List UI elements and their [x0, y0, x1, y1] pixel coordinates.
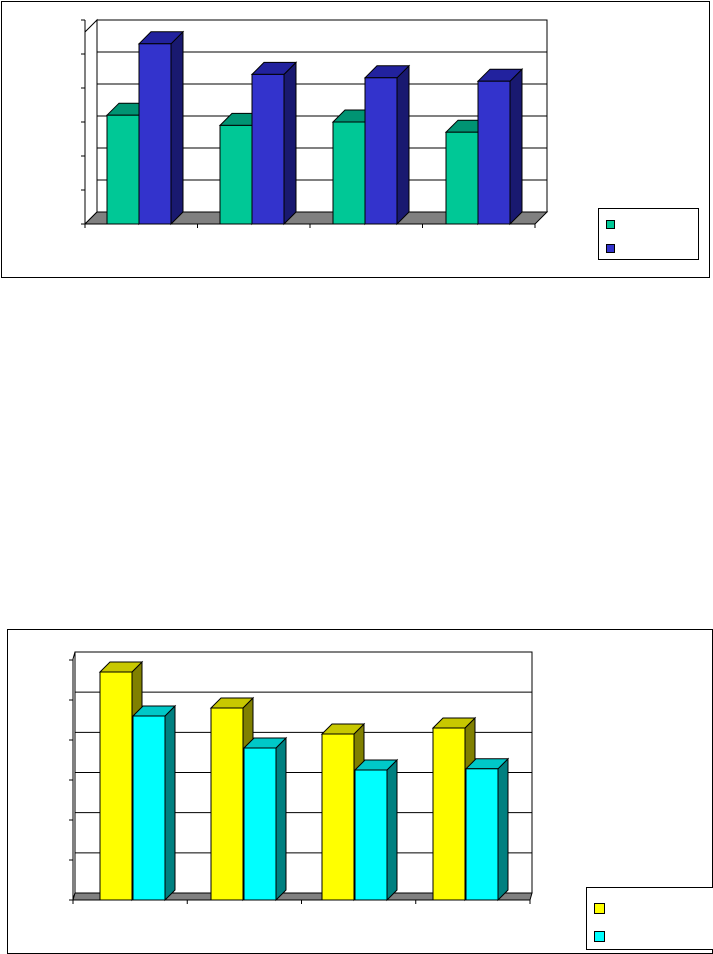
bar-front	[132, 715, 166, 901]
bar-series-2-category-2	[242, 736, 288, 902]
bar-front	[432, 727, 466, 901]
bar-front	[364, 77, 398, 225]
chart-1-legend-item-1	[606, 219, 621, 229]
chart-1-legend	[598, 208, 699, 260]
bar-series-2-category-2	[250, 61, 298, 226]
bar-front	[445, 131, 479, 225]
bar-side	[275, 736, 287, 902]
bar-front	[251, 73, 285, 225]
bar-front	[210, 707, 244, 901]
chart-1-legend-item-2	[606, 243, 621, 253]
bar-front	[243, 747, 277, 901]
bar-series-2-category-1	[137, 30, 185, 226]
bar-series-2-category-1	[131, 704, 177, 902]
chart-2-legend-item-1	[594, 902, 611, 914]
bar-front	[99, 671, 133, 901]
bar-front	[138, 43, 172, 225]
bar-series-2-category-4	[476, 67, 524, 226]
bar-front	[477, 80, 511, 225]
bar-side	[164, 704, 176, 902]
legend-swatch	[594, 902, 605, 914]
bar-series-2-category-3	[353, 758, 399, 902]
legend-swatch	[606, 243, 615, 253]
bar-front	[354, 769, 388, 901]
bar-front	[106, 114, 140, 225]
bar-front	[465, 768, 499, 901]
bar-front	[332, 121, 366, 225]
bar-series-2-category-4	[464, 757, 510, 902]
legend-swatch	[594, 930, 605, 942]
chart-1-plot	[81, 18, 549, 228]
legend-swatch	[606, 219, 615, 229]
chart-2-legend	[586, 887, 713, 950]
chart-2-legend-item-2	[594, 930, 611, 942]
bar-side	[386, 758, 398, 902]
bar-side	[497, 757, 509, 902]
bar-front	[321, 733, 355, 901]
bar-series-2-category-3	[363, 64, 411, 226]
